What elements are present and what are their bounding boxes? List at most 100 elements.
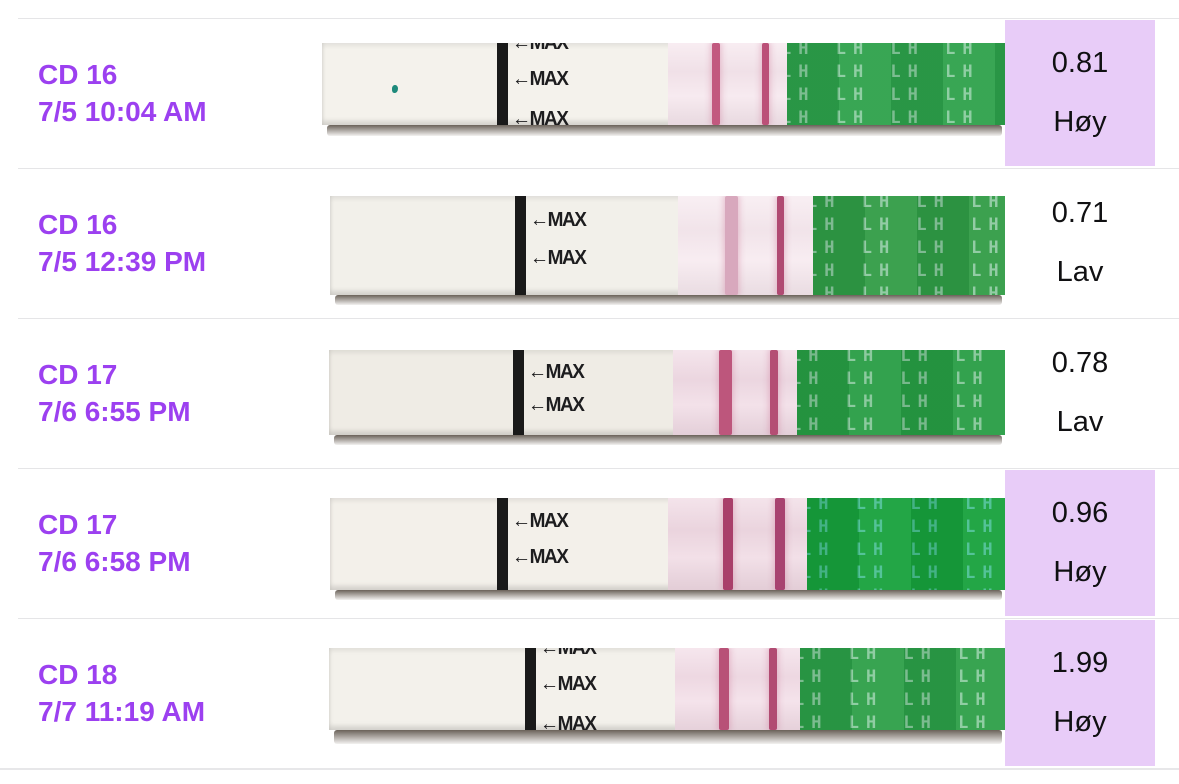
strip-control-line [770, 350, 778, 435]
strip-test-region [668, 43, 787, 125]
test-entry-row[interactable]: CD 16 7/5 12:39 PM ←MAX ←MAX LH LH LH LH … [0, 168, 1179, 318]
strip-image: ←MAX ←MAX LH LH LH LH LH LH LH LH LH LH L… [330, 196, 1005, 295]
strip-image: ←MAX ←MAX ←MAX LH LH LH LH LH LH LH LH LH … [322, 43, 1005, 125]
cycle-day-label: CD 17 [38, 359, 118, 390]
test-entry-row[interactable]: CD 16 7/5 10:04 AM ←MAX ←MAX ←MAX LH LH LH… [0, 18, 1179, 168]
strip-shadow [335, 295, 1002, 305]
entry-label: CD 17 7/6 6:55 PM [38, 356, 191, 430]
entry-label: CD 17 7/6 6:58 PM [38, 506, 191, 580]
top-spacer [0, 0, 1179, 18]
entry-datetime: 7/6 6:55 PM [38, 396, 191, 427]
strip-max-bar [497, 43, 508, 125]
result-value: 0.78 [1051, 346, 1109, 379]
row-divider [18, 468, 1179, 469]
lh-pattern: LH LH LH LH LH LH LH LH LH LH LH LH LH L… [800, 648, 993, 730]
result-level: Høy [1053, 106, 1107, 139]
strip-test-line [719, 350, 732, 435]
row-divider [18, 168, 1179, 169]
result-level: Lav [1056, 256, 1104, 289]
strip-max-bar [513, 350, 524, 435]
lh-pattern: LH LH LH LH LH LH LH LH LH LH LH LH LH L… [797, 350, 990, 435]
max-arrow-label: ←MAX [530, 247, 587, 269]
row-divider [18, 618, 1179, 619]
bottom-divider [0, 768, 1179, 770]
max-arrow-label: ←MAX [540, 673, 597, 695]
strip-shadow [335, 590, 1002, 600]
strip-handle: LH LH LH LH LH LH LH LH LH LH LH LH LH L… [787, 43, 1005, 125]
max-arrow-label: ←MAX [528, 394, 585, 416]
test-strip-photo[interactable]: ←MAX ←MAX ←MAX LH LH LH LH LH LH LH LH LH … [329, 648, 1005, 744]
max-arrow-label: ←MAX [512, 68, 569, 90]
lh-pattern: LH LH LH LH LH LH LH LH LH LH LH LH LH L… [807, 498, 1000, 590]
result-box: 0.81 Høy [1005, 20, 1155, 166]
test-entry-row[interactable]: CD 17 7/6 6:58 PM ←MAX ←MAX LH LH LH LH L… [0, 468, 1179, 618]
strip-control-line [777, 196, 784, 295]
result-value: 0.81 [1051, 46, 1109, 79]
result-box: 0.96 Høy [1005, 470, 1155, 616]
entry-datetime: 7/7 11:19 AM [38, 696, 206, 727]
strip-image: ←MAX ←MAX ←MAX LH LH LH LH LH LH LH LH LH … [329, 648, 1005, 730]
strip-max-bar [497, 498, 508, 590]
test-strip-photo[interactable]: ←MAX ←MAX ←MAX LH LH LH LH LH LH LH LH LH … [322, 43, 1005, 136]
max-arrow-label: ←MAX [528, 361, 585, 383]
strip-handle: LH LH LH LH LH LH LH LH LH LH LH LH LH L… [813, 196, 1005, 295]
result-box: 0.78 Lav [1005, 320, 1155, 466]
result-box: 1.99 Høy [1005, 620, 1155, 766]
strip-handle: LH LH LH LH LH LH LH LH LH LH LH LH LH L… [807, 498, 1005, 590]
strip-max-labels: ←MAX ←MAX ←MAX [329, 648, 1005, 730]
row-divider [18, 18, 1179, 19]
strip-shadow [327, 125, 1002, 136]
max-arrow-label: ←MAX [512, 108, 569, 125]
test-entry-row[interactable]: CD 18 7/7 11:19 AM ←MAX ←MAX ←MAX LH LH LH… [0, 618, 1179, 768]
test-strip-photo[interactable]: ←MAX ←MAX LH LH LH LH LH LH LH LH LH LH L… [330, 498, 1005, 600]
strip-max-bar [515, 196, 526, 295]
strip-max-labels: ←MAX ←MAX [330, 498, 1005, 590]
strip-max-labels: ←MAX ←MAX [329, 350, 1005, 435]
entry-label: CD 16 7/5 12:39 PM [38, 206, 206, 280]
result-value: 1.99 [1051, 646, 1109, 679]
strip-test-region [675, 648, 800, 730]
strip-test-line [719, 648, 729, 730]
strip-shadow [334, 435, 1002, 445]
strip-control-line [775, 498, 785, 590]
strip-test-line [725, 196, 738, 295]
lh-pattern: LH LH LH LH LH LH LH LH LH LH LH LH LH L… [813, 196, 1005, 295]
strip-control-line [762, 43, 769, 125]
strip-image: ←MAX ←MAX LH LH LH LH LH LH LH LH LH LH L… [329, 350, 1005, 435]
strip-test-region [668, 498, 807, 590]
max-arrow-label: ←MAX [512, 43, 569, 54]
cycle-day-label: CD 18 [38, 659, 118, 690]
strip-ink-speck [392, 85, 398, 93]
result-level: Høy [1053, 706, 1107, 739]
entry-label: CD 18 7/7 11:19 AM [38, 656, 205, 730]
entry-datetime: 7/5 12:39 PM [38, 246, 207, 277]
entry-datetime: 7/6 6:58 PM [38, 546, 191, 577]
entry-label: CD 16 7/5 10:04 AM [38, 56, 207, 130]
strip-shadow [334, 730, 1002, 744]
strip-image: ←MAX ←MAX LH LH LH LH LH LH LH LH LH LH L… [330, 498, 1005, 590]
strip-test-line [723, 498, 733, 590]
strip-test-region [673, 350, 797, 435]
max-arrow-label: ←MAX [512, 510, 569, 532]
result-box: 0.71 Lav [1005, 170, 1155, 316]
result-level: Lav [1056, 406, 1104, 439]
entry-datetime: 7/5 10:04 AM [38, 96, 207, 127]
strip-handle: LH LH LH LH LH LH LH LH LH LH LH LH LH L… [797, 350, 1005, 435]
strip-max-labels: ←MAX ←MAX [330, 196, 1005, 295]
result-level: Høy [1053, 556, 1107, 589]
cycle-day-label: CD 16 [38, 209, 118, 240]
test-strip-photo[interactable]: ←MAX ←MAX LH LH LH LH LH LH LH LH LH LH L… [330, 196, 1005, 305]
strip-max-bar [525, 648, 536, 730]
test-entry-row[interactable]: CD 17 7/6 6:55 PM ←MAX ←MAX LH LH LH LH L… [0, 318, 1179, 468]
strip-test-line [712, 43, 720, 125]
result-value: 0.71 [1051, 196, 1109, 229]
strip-test-region [678, 196, 813, 295]
lh-pattern: LH LH LH LH LH LH LH LH LH LH LH LH LH L… [787, 43, 980, 125]
test-strip-photo[interactable]: ←MAX ←MAX LH LH LH LH LH LH LH LH LH LH L… [329, 350, 1005, 445]
strip-handle: LH LH LH LH LH LH LH LH LH LH LH LH LH L… [800, 648, 1005, 730]
max-arrow-label: ←MAX [540, 648, 597, 659]
result-value: 0.96 [1051, 496, 1109, 529]
strip-control-line [769, 648, 777, 730]
strip-max-labels: ←MAX ←MAX ←MAX [322, 43, 1005, 125]
